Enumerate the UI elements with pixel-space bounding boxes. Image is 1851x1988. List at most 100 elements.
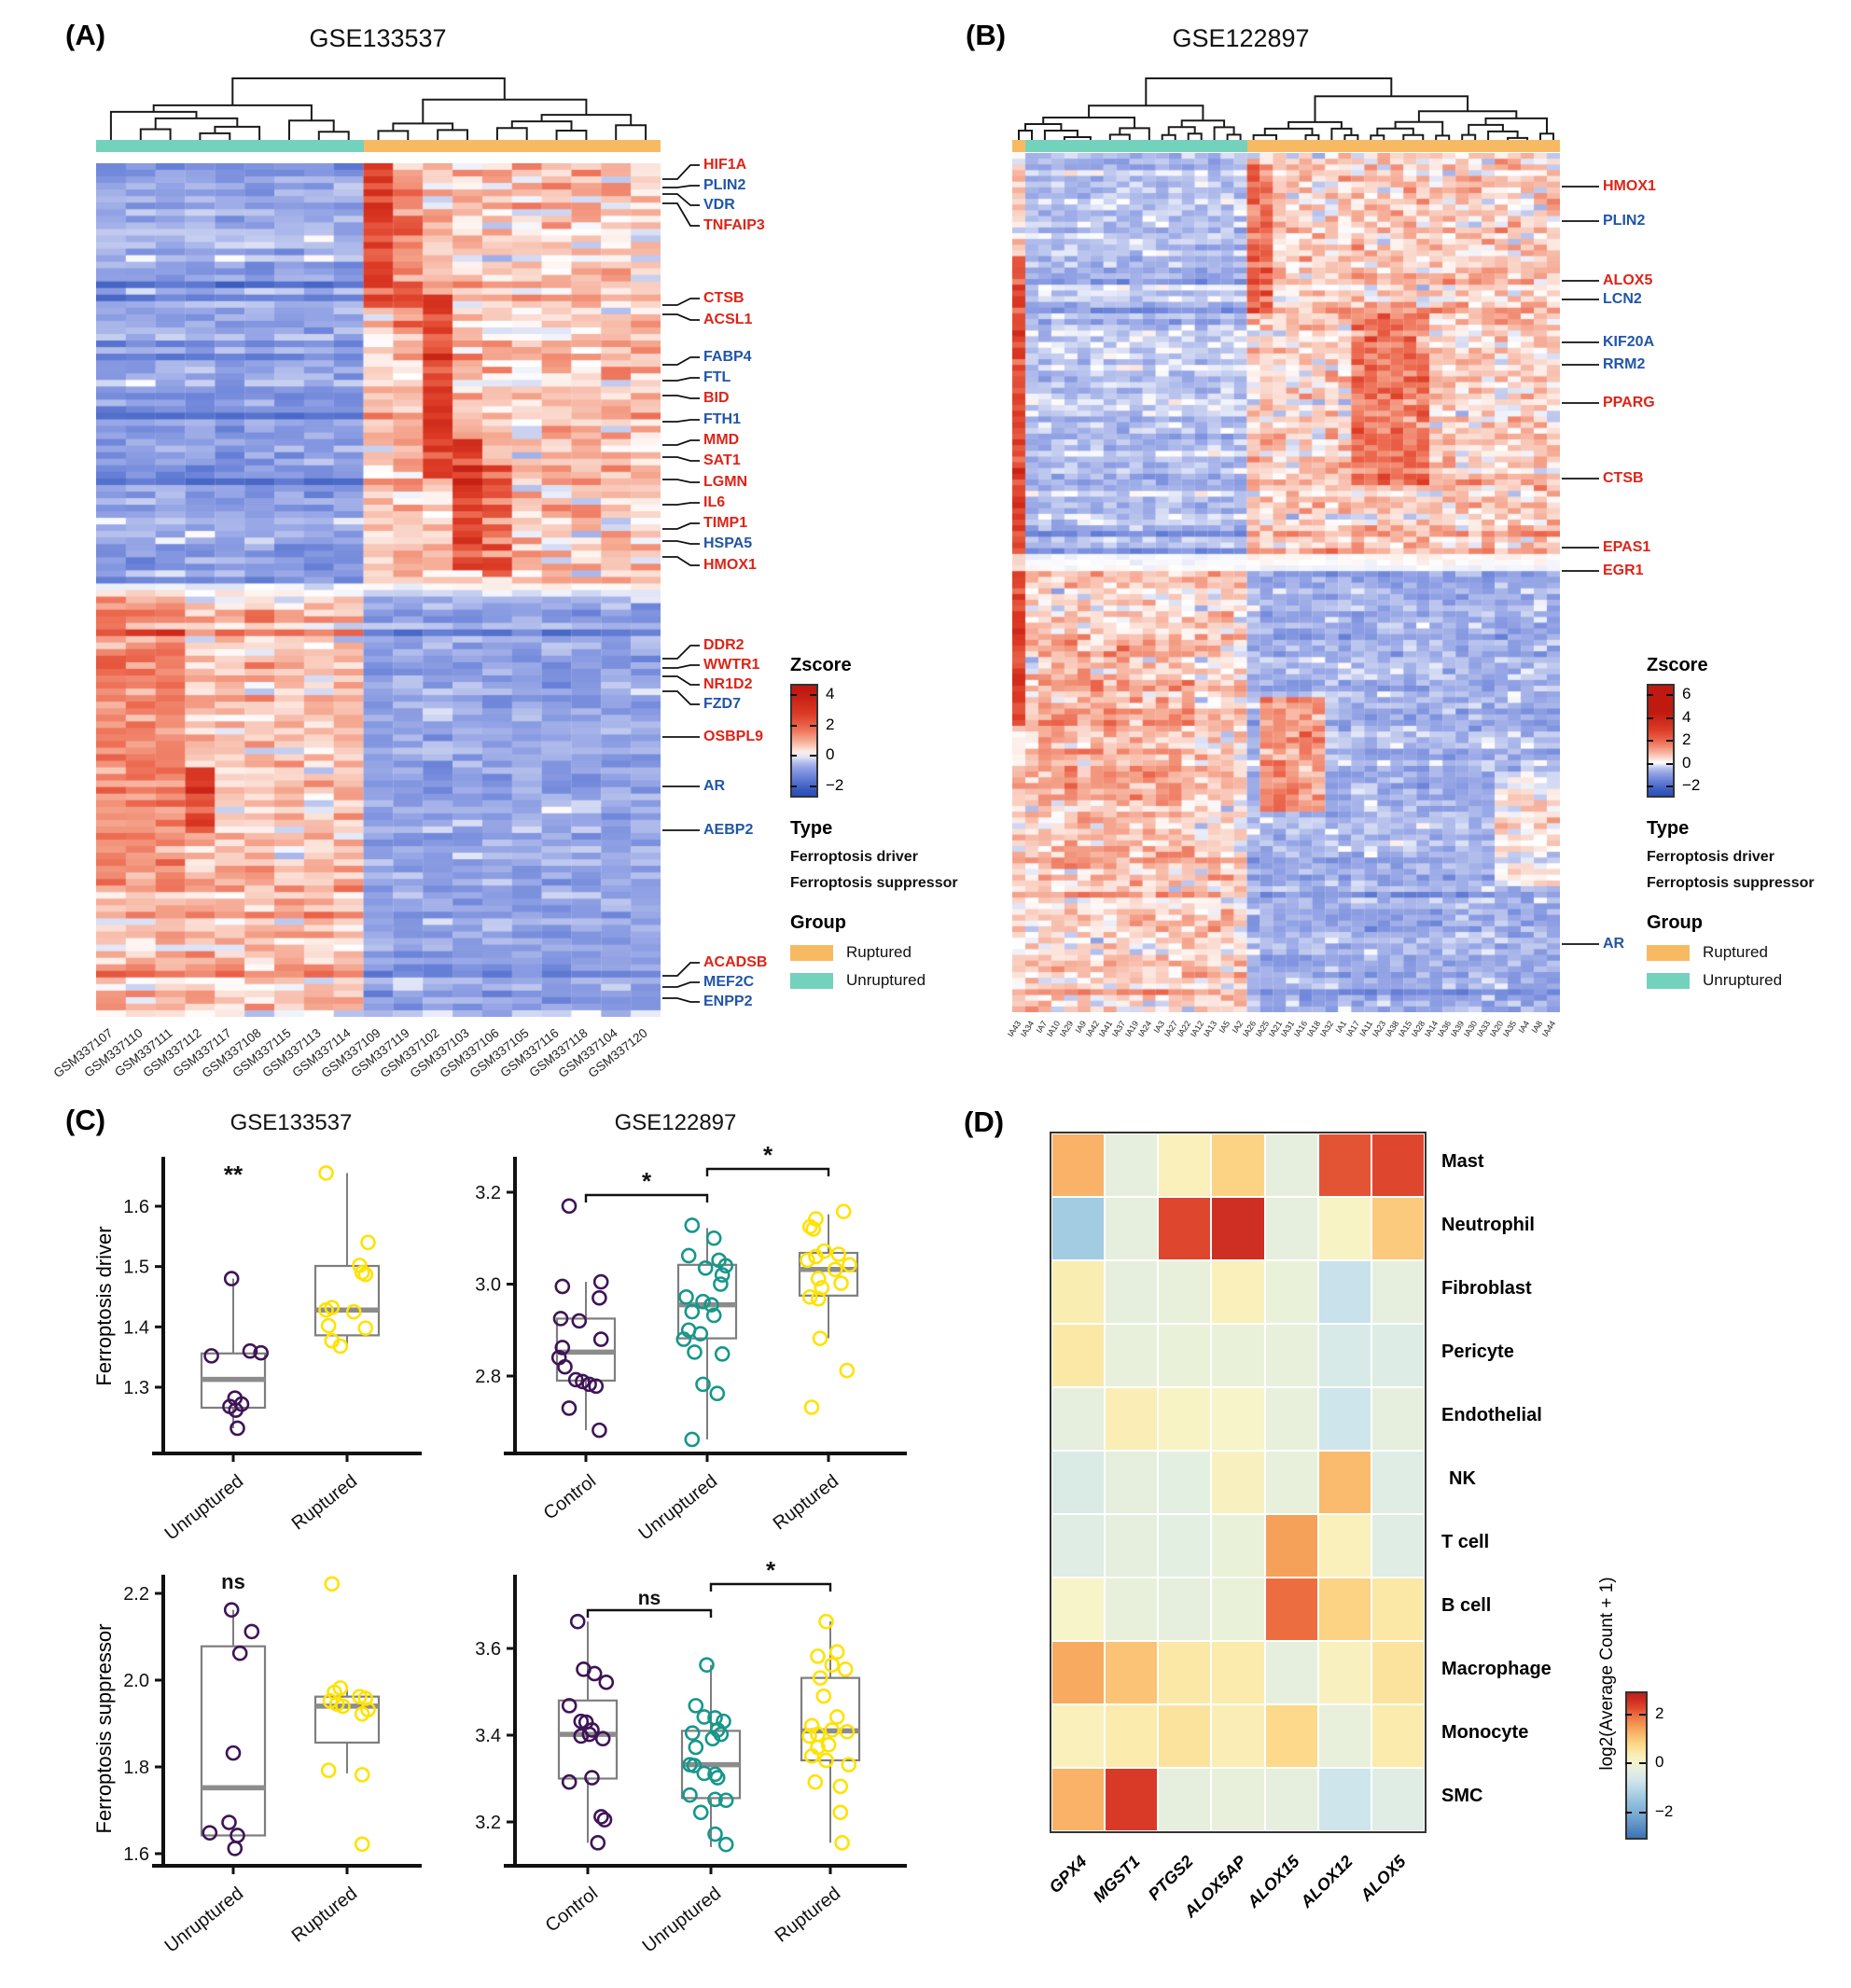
data-point — [590, 1835, 606, 1851]
heatmap-cell — [1212, 1515, 1264, 1577]
colorbar-tick: 2 — [1655, 1703, 1664, 1722]
data-point — [707, 1826, 723, 1842]
heatmap-cell — [1106, 1515, 1158, 1577]
heatmap-cell — [1371, 1134, 1424, 1196]
zscore-tick-dash — [790, 694, 797, 696]
row-label-t-cell: T cell — [1441, 1532, 1490, 1552]
panel-b-driver-label: Ferroptosis driver — [1647, 849, 1774, 865]
unruptured-swatch — [1647, 972, 1690, 989]
panel-b-group-bar — [1012, 140, 1560, 152]
svg-text:3.2: 3.2 — [475, 1183, 501, 1203]
heatmap-cell — [1159, 1325, 1211, 1386]
heatmap-cell — [1265, 1642, 1317, 1703]
data-point — [684, 1217, 701, 1233]
heatmap-cell — [1212, 1325, 1264, 1386]
heatmap-cell — [1265, 1452, 1317, 1513]
data-point — [242, 1342, 258, 1359]
data-point — [839, 1362, 856, 1379]
row-label-monocyte: Monocyte — [1441, 1722, 1529, 1743]
data-point — [815, 1688, 832, 1704]
svg-text:Unruptured: Unruptured — [639, 1884, 725, 1957]
data-point — [596, 1812, 613, 1828]
gene-label-mmd: MMD — [703, 432, 740, 448]
data-point — [692, 1326, 709, 1342]
gene-label-hspa5: HSPA5 — [703, 535, 753, 551]
data-point — [552, 1311, 569, 1327]
heatmap-cell — [1212, 1642, 1264, 1703]
svg-text:2.0: 2.0 — [123, 1671, 149, 1691]
zscore-tick: 4 — [826, 685, 835, 702]
heatmap-cell — [1106, 1642, 1158, 1703]
data-point — [824, 1657, 841, 1673]
panel-b-title: GSE122897 — [1172, 24, 1310, 52]
ruptured-label: Ruptured — [846, 943, 912, 961]
panel-a-group-unruptured: Unruptured — [790, 971, 995, 990]
zscore-tick-dash — [1666, 716, 1673, 719]
panel-d-tag: (D) — [964, 1105, 1005, 1138]
gene-label-plin2: PLIN2 — [703, 177, 746, 193]
data-point — [713, 1276, 729, 1292]
panel-a-suppressor-label: Ferroptosis suppressor — [790, 875, 958, 891]
data-point — [357, 1320, 374, 1336]
data-point — [592, 1273, 609, 1290]
colorbar-tick-dash — [1639, 1713, 1646, 1716]
zscore-tick: −2 — [1682, 776, 1701, 794]
data-point — [801, 1728, 817, 1745]
heatmap-cell — [1052, 1705, 1105, 1767]
gene-label-tnfaip3: TNFAIP3 — [703, 217, 765, 233]
gene-label-sat1: SAT1 — [703, 452, 741, 468]
data-point — [223, 1271, 240, 1286]
svg-text:Unruptured: Unruptured — [161, 1471, 247, 1545]
row-label-macrophage: Macrophage — [1441, 1659, 1552, 1679]
data-point — [717, 1258, 734, 1274]
data-point — [699, 1657, 715, 1673]
data-point — [592, 1331, 609, 1347]
data-point — [354, 1705, 370, 1722]
group-bar-unruptured — [1024, 140, 1247, 152]
panel-b-group-unruptured: Unruptured — [1647, 971, 1851, 990]
data-point — [202, 1825, 218, 1841]
data-point — [591, 1289, 607, 1306]
group-bar-ruptured — [1246, 140, 1560, 152]
heatmap-cell — [1052, 1134, 1105, 1196]
svg-text:1.6: 1.6 — [123, 1844, 149, 1865]
data-point — [818, 1613, 834, 1630]
data-point — [687, 1344, 703, 1360]
panel-b-group-title: Group — [1647, 912, 1703, 933]
gene-label-nr1d2: NR1D2 — [703, 676, 753, 692]
colorbar-tick: −2 — [1655, 1801, 1674, 1820]
data-point — [696, 1709, 713, 1725]
gene-label-ddr2: DDR2 — [703, 637, 745, 653]
heatmap-cell — [1371, 1261, 1424, 1323]
data-point — [244, 1623, 260, 1640]
gene-label-lgmn: LGMN — [703, 474, 748, 490]
data-point — [554, 1340, 571, 1355]
svg-text:*: * — [763, 1141, 773, 1169]
unruptured-label: Unruptured — [1703, 971, 1783, 989]
heatmap-cell — [1318, 1325, 1371, 1386]
data-point — [591, 1422, 607, 1439]
svg-text:Ruptured: Ruptured — [770, 1471, 842, 1535]
data-point — [830, 1246, 847, 1262]
zscore-tick: 0 — [826, 745, 835, 764]
zscore-tick-dash — [790, 785, 797, 787]
heatmap-cell — [1159, 1515, 1211, 1577]
gene-label-ctsb: CTSB — [1603, 470, 1644, 486]
data-point — [707, 1766, 723, 1783]
heatmap-cell — [1318, 1515, 1371, 1577]
data-point — [709, 1385, 726, 1402]
gene-label-mef2c: MEF2C — [703, 974, 755, 990]
heatmap-cell — [1371, 1388, 1424, 1450]
gene-label-hmox1: HMOX1 — [703, 557, 757, 573]
zscore-tick-dash — [810, 755, 816, 758]
gene-label-fth1: FTH1 — [703, 411, 741, 427]
data-point — [717, 1792, 734, 1809]
data-point — [320, 1317, 337, 1334]
data-point — [345, 1303, 362, 1320]
data-point — [839, 1723, 856, 1740]
data-point — [705, 1307, 722, 1324]
gene-label-alox5: ALOX5 — [1603, 272, 1653, 288]
data-point — [581, 1726, 598, 1743]
gene-label-ctsb: CTSB — [703, 290, 745, 306]
data-point — [703, 1297, 719, 1313]
